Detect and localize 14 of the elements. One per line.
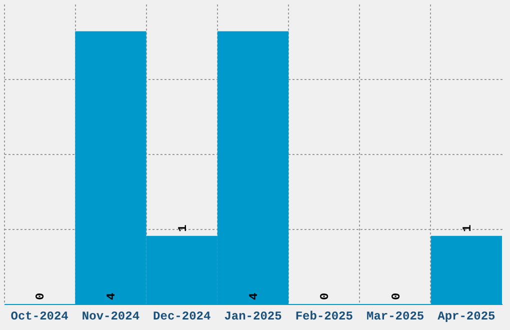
data-label: 0 [34, 292, 48, 300]
data-label: 0 [389, 292, 404, 300]
x-tick-label: Nov-2024 [82, 310, 140, 324]
data-label: 1 [176, 224, 190, 232]
x-tick-label: Dec-2024 [153, 310, 211, 324]
x-tick-label: Feb-2025 [295, 310, 353, 324]
data-label: 0 [318, 292, 332, 300]
x-tick-label: Jan-2025 [224, 310, 282, 324]
data-label: 4 [104, 292, 119, 300]
x-tick-label: Oct-2024 [10, 310, 68, 324]
x-tick-label: Apr-2025 [438, 310, 496, 324]
data-label: 1 [460, 224, 474, 232]
x-tick-label: Mar-2025 [366, 310, 424, 324]
data-label: 4 [247, 292, 261, 300]
